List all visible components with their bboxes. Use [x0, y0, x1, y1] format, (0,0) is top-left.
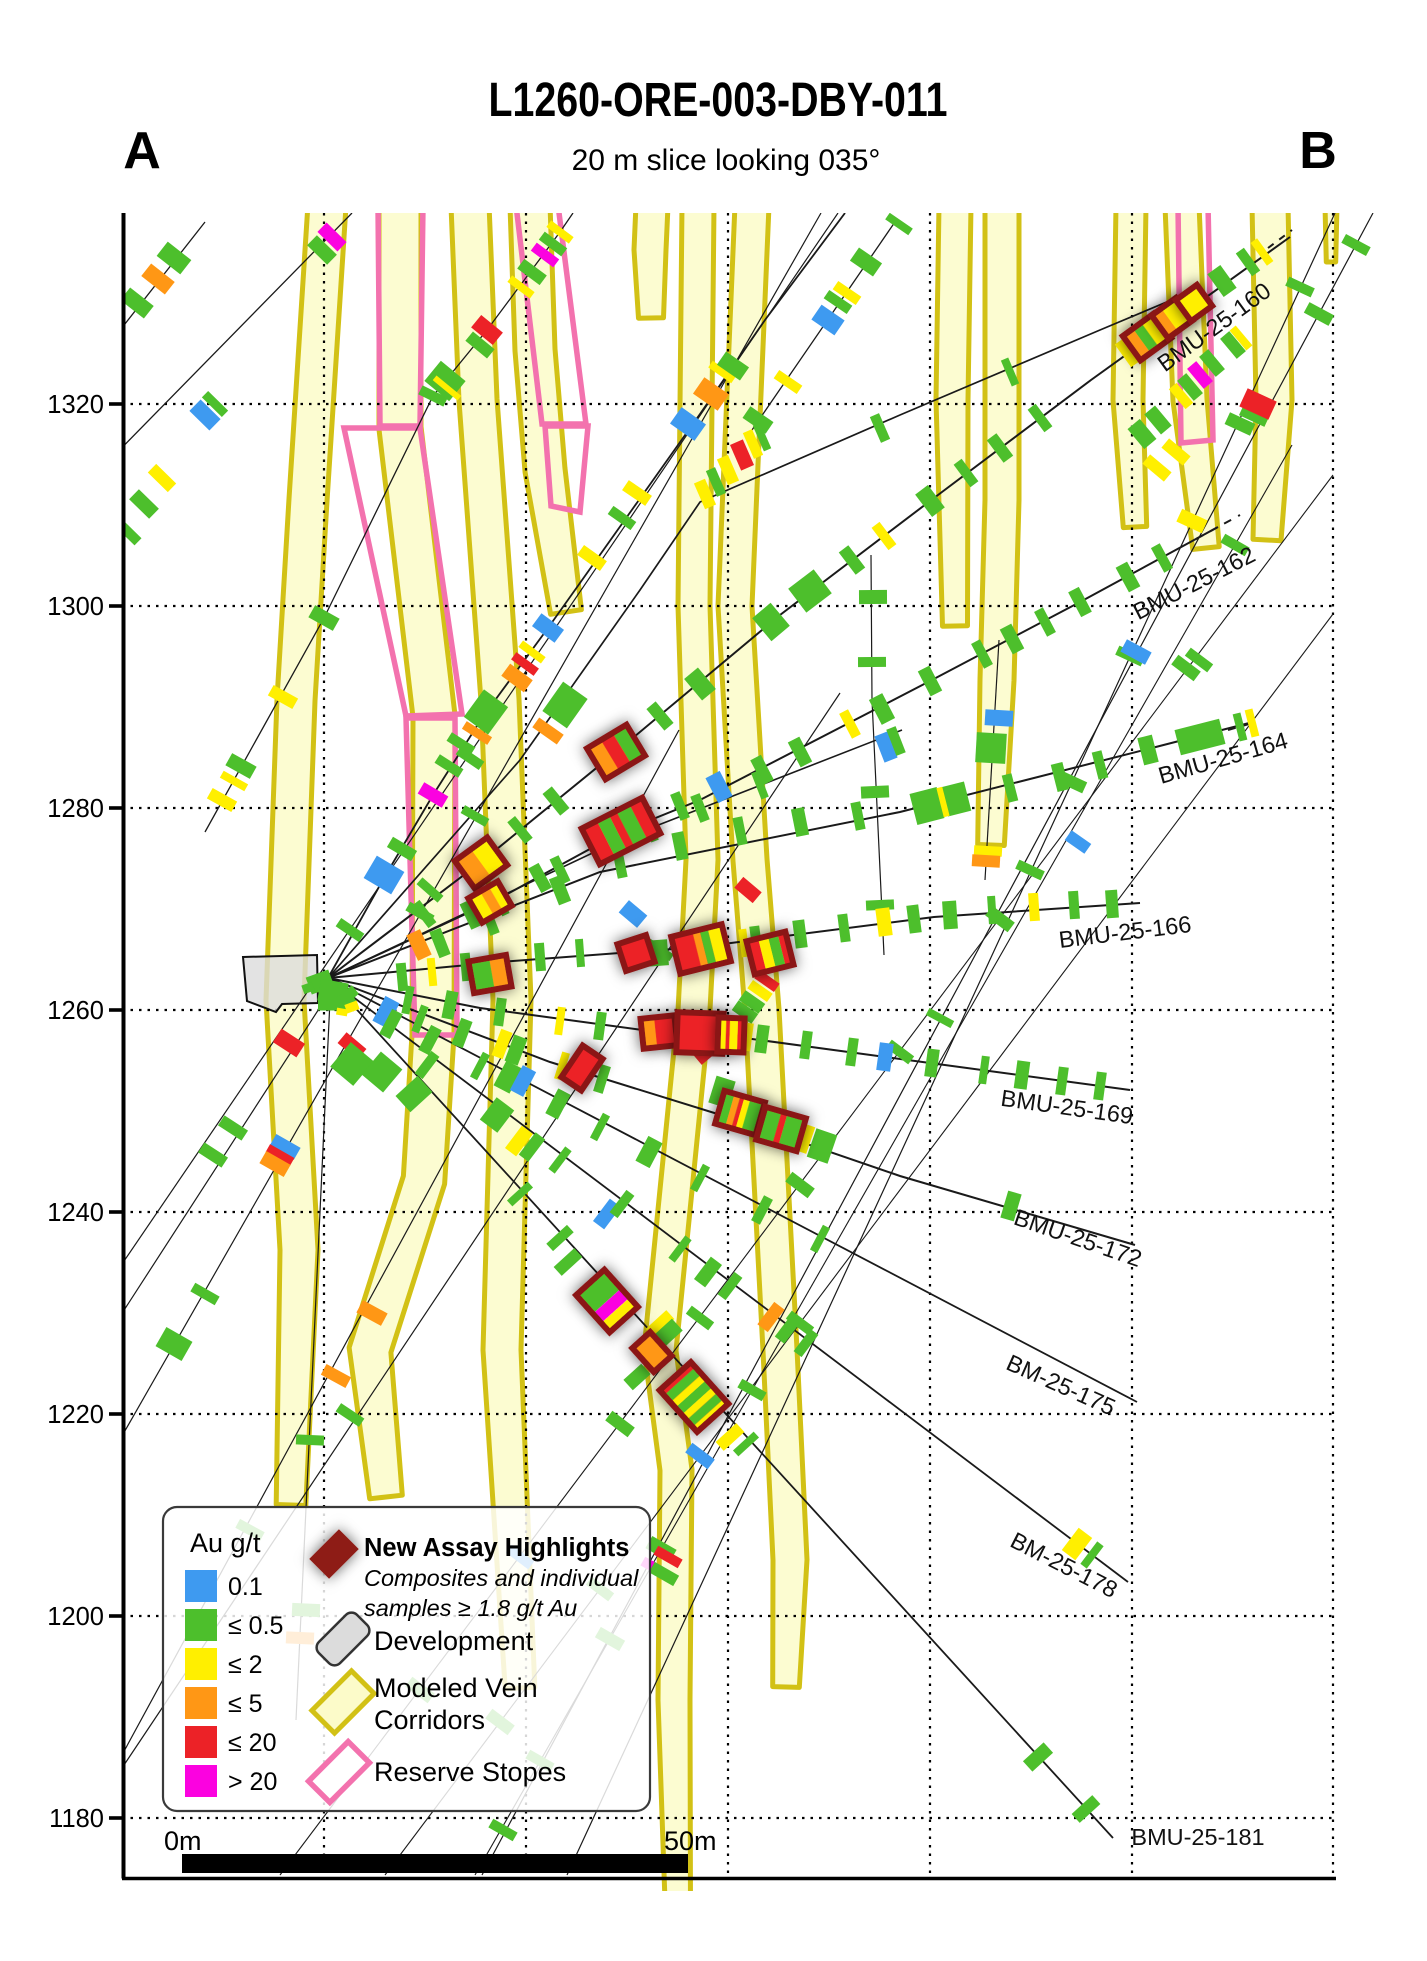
svg-text:1320: 1320 [47, 391, 104, 419]
svg-text:≤ 0.5: ≤ 0.5 [228, 1612, 283, 1640]
svg-text:0.1: 0.1 [228, 1573, 263, 1601]
svg-text:L1260-ORE-003-DBY-011: L1260-ORE-003-DBY-011 [489, 74, 948, 127]
svg-text:> 20: > 20 [228, 1768, 277, 1796]
svg-text:1280: 1280 [47, 795, 104, 823]
svg-text:0m: 0m [164, 1826, 202, 1856]
svg-text:1300: 1300 [47, 593, 104, 621]
svg-text:1200: 1200 [47, 1603, 104, 1631]
svg-text:B: B [1299, 122, 1337, 180]
svg-text:Modeled Vein: Modeled Vein [374, 1673, 538, 1703]
svg-text:BMU-25-181: BMU-25-181 [1131, 1824, 1264, 1850]
svg-text:Composites and individual: Composites and individual [364, 1565, 639, 1591]
svg-text:≤ 20: ≤ 20 [228, 1729, 276, 1757]
svg-text:≤ 5: ≤ 5 [228, 1690, 263, 1718]
svg-text:Au g/t: Au g/t [190, 1528, 261, 1558]
svg-text:20 m slice looking 035°: 20 m slice looking 035° [572, 144, 881, 177]
svg-text:50m: 50m [664, 1826, 717, 1856]
svg-text:1260: 1260 [47, 997, 104, 1025]
svg-text:samples ≥ 1.8 g/t Au: samples ≥ 1.8 g/t Au [364, 1595, 577, 1621]
svg-text:Reserve Stopes: Reserve Stopes [374, 1757, 566, 1787]
svg-text:A: A [123, 122, 161, 180]
svg-text:1220: 1220 [47, 1401, 104, 1429]
svg-text:Development: Development [374, 1626, 534, 1656]
svg-text:New Assay Highlights: New Assay Highlights [364, 1534, 629, 1562]
svg-text:≤ 2: ≤ 2 [228, 1651, 263, 1679]
svg-text:Corridors: Corridors [374, 1705, 485, 1735]
svg-text:1240: 1240 [47, 1199, 104, 1227]
svg-text:1180: 1180 [49, 1805, 104, 1833]
